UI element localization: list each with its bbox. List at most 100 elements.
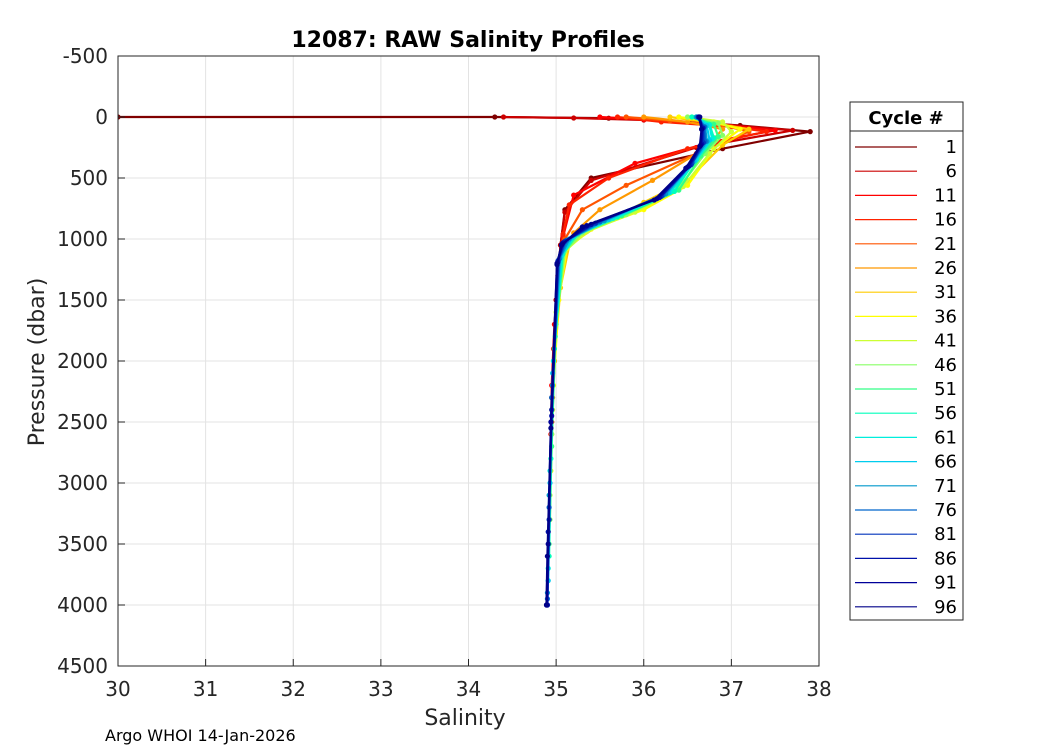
y-tick-label: 0 — [95, 105, 108, 129]
data-point-cycle-11 — [632, 160, 638, 166]
data-point-cycle-26 — [641, 114, 647, 120]
data-point-cycle-31 — [746, 126, 752, 132]
data-point-cycle-41 — [720, 119, 726, 125]
plot-area: 30 31 32 33 34 35 36 37 38 -500 0 500 1000 1500 2000 2… — [57, 44, 832, 701]
data-point-cycle-16 — [560, 231, 566, 237]
x-tick-label: 35 — [543, 677, 568, 701]
legend-label-cycle-26: 26 — [934, 258, 957, 279]
data-point-cycle-11 — [597, 114, 603, 120]
x-tick-label: 34 — [456, 677, 481, 701]
data-point-cycle-31 — [667, 114, 673, 120]
data-point-cycle-41 — [706, 151, 713, 157]
data-point-cycle-96 — [554, 262, 560, 268]
data-point-cycle-16 — [763, 129, 770, 135]
data-point-cycle-96 — [579, 224, 586, 230]
legend-label-cycle-61: 61 — [934, 427, 957, 448]
y-tick-label: 4000 — [57, 593, 108, 617]
y-tick-label: 2000 — [57, 349, 108, 373]
data-point-cycle-11 — [571, 192, 577, 198]
y-axis-ticks: -500 0 500 1000 1500 2000 2500 3000 3500 4000 4500 — [57, 44, 125, 678]
x-tick-label: 30 — [105, 677, 130, 701]
legend-label-cycle-66: 66 — [934, 452, 957, 473]
legend-label-cycle-91: 91 — [934, 573, 957, 594]
data-point-cycle-46 — [685, 114, 691, 120]
grid — [117, 55, 820, 667]
y-tick-label: 4500 — [57, 654, 108, 678]
legend-label-cycle-16: 16 — [934, 210, 957, 231]
data-point-cycle-51 — [715, 133, 721, 140]
legend: Cycle # 16111621263136414651566166717681… — [849, 101, 964, 621]
data-point-cycle-51 — [711, 121, 717, 127]
legend-label-cycle-46: 46 — [934, 355, 957, 376]
data-point-cycle-6 — [571, 115, 577, 121]
legend-label-cycle-96: 96 — [934, 597, 957, 618]
x-axis-label: Salinity — [424, 706, 505, 731]
data-point-cycle-11 — [772, 127, 778, 133]
data-point-cycle-16 — [614, 114, 621, 120]
y-tick-label: 3500 — [57, 532, 108, 556]
legend-label-cycle-31: 31 — [934, 282, 957, 303]
data-point-cycle-96 — [697, 143, 703, 149]
y-tick-label: 3000 — [57, 471, 108, 495]
data-point-cycle-21 — [579, 207, 586, 213]
y-tick-label: 1500 — [57, 288, 108, 312]
x-axis-ticks: 30 31 32 33 34 35 36 37 38 — [105, 659, 832, 701]
data-point-cycle-6 — [790, 127, 796, 133]
data-point-cycle-96 — [699, 126, 705, 132]
legend-label-cycle-56: 56 — [934, 403, 957, 424]
data-point-cycle-96 — [558, 242, 565, 248]
legend-label-cycle-6: 6 — [946, 161, 957, 182]
data-point-cycle-36 — [676, 114, 682, 120]
legend-label-cycle-36: 36 — [934, 306, 957, 327]
legend-title: Cycle # — [868, 108, 943, 129]
data-point-cycle-36 — [737, 126, 743, 132]
data-point-cycle-96 — [683, 165, 689, 171]
x-tick-label: 33 — [368, 677, 393, 701]
data-point-cycle-26 — [597, 207, 603, 213]
legend-label-cycle-1: 1 — [946, 137, 957, 158]
series-layer — [118, 114, 813, 608]
legend-label-cycle-51: 51 — [934, 379, 957, 400]
data-point-cycle-1 — [492, 114, 498, 120]
x-tick-label: 32 — [281, 677, 306, 701]
x-tick-label: 36 — [631, 677, 656, 701]
y-tick-label: 500 — [70, 166, 108, 190]
data-point-cycle-46 — [720, 132, 726, 138]
data-point-cycle-51 — [676, 187, 682, 193]
data-point-cycle-6 — [562, 209, 568, 215]
legend-label-cycle-71: 71 — [934, 476, 957, 497]
x-tick-label: 38 — [806, 677, 831, 701]
legend-label-cycle-76: 76 — [934, 500, 957, 521]
data-point-cycle-21 — [623, 182, 629, 188]
data-point-cycle-21 — [623, 114, 629, 120]
y-tick-label: -500 — [63, 44, 108, 68]
footer-text: Argo WHOI 14-Jan-2026 — [105, 726, 296, 745]
legend-label-cycle-21: 21 — [934, 234, 957, 255]
data-point-cycle-6 — [500, 114, 507, 120]
legend-label-cycle-86: 86 — [934, 548, 957, 569]
data-point-cycle-26 — [649, 177, 656, 183]
data-point-cycle-1 — [807, 129, 813, 135]
data-point-cycle-96 — [543, 602, 550, 608]
data-point-cycle-16 — [566, 202, 572, 208]
data-point-cycle-46 — [715, 120, 721, 126]
legend-label-cycle-41: 41 — [934, 331, 957, 352]
data-point-cycle-41 — [728, 129, 735, 135]
legend-label-cycle-11: 11 — [934, 185, 957, 206]
y-tick-label: 1000 — [57, 227, 108, 251]
data-point-cycle-16 — [606, 175, 612, 181]
data-point-cycle-96 — [548, 425, 554, 431]
data-point-cycle-16 — [685, 146, 691, 152]
data-point-cycle-6 — [588, 177, 594, 183]
y-axis-label: Pressure (dbar) — [25, 278, 50, 447]
chart-title: 12087: RAW Salinity Profiles — [291, 28, 644, 53]
legend-label-cycle-81: 81 — [934, 524, 957, 545]
data-point-cycle-56 — [689, 114, 695, 120]
data-point-cycle-96 — [697, 114, 703, 120]
data-point-cycle-96 — [651, 197, 657, 203]
x-tick-label: 37 — [719, 677, 744, 701]
y-tick-label: 2500 — [57, 410, 108, 434]
data-point-cycle-96 — [544, 553, 551, 559]
